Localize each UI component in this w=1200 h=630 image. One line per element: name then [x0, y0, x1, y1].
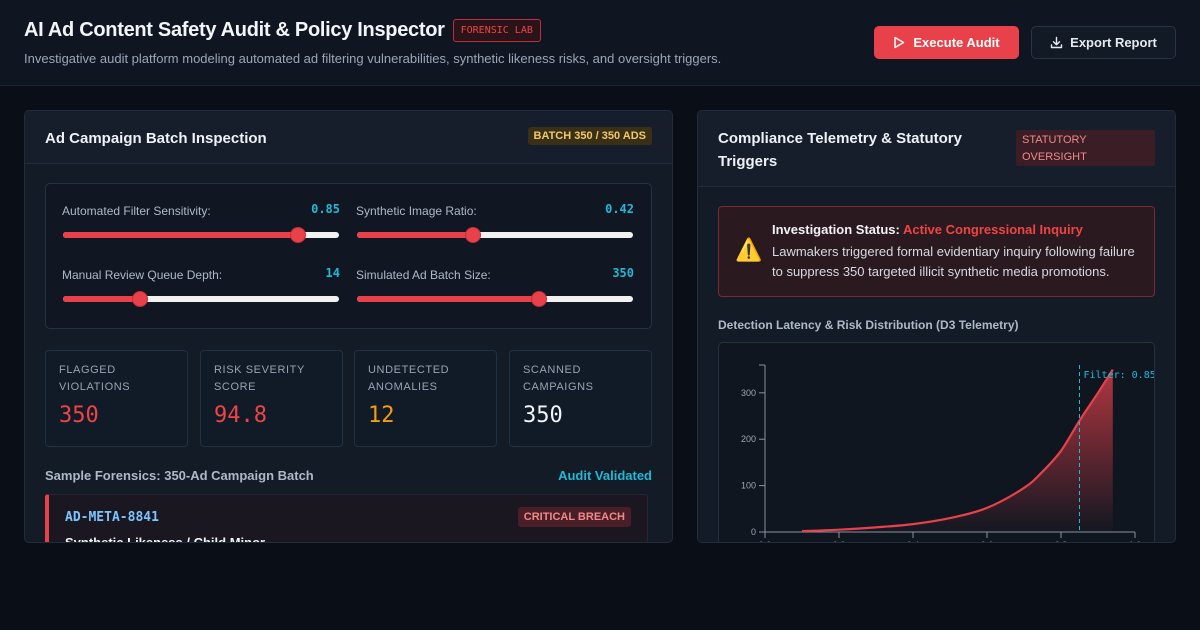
filter-sensitivity-slider[interactable]	[63, 227, 339, 243]
control-value: 0.42	[605, 202, 634, 216]
slider-thumb[interactable]	[464, 227, 481, 243]
control-label: Simulated Ad Batch Size:	[356, 268, 491, 282]
severity-badge: CRITICAL BREACH	[517, 507, 631, 527]
stat-card-scanned: SCANNED CAMPAIGNS 350	[509, 350, 652, 447]
chart-title: Detection Latency & Risk Distribution (D…	[718, 318, 1019, 332]
synthetic-ratio-control: Synthetic Image Ratio: 0.42	[356, 198, 634, 246]
investigation-alert: ⚠️ Investigation Status: Active Congress…	[718, 206, 1155, 297]
y-tick-label: 0	[751, 527, 756, 537]
y-tick-label: 200	[741, 434, 756, 444]
stat-value: 350	[523, 403, 563, 428]
slider-fill	[63, 232, 298, 238]
slider-thumb[interactable]	[531, 291, 548, 307]
export-report-label: Export Report	[1070, 35, 1157, 50]
batch-size-slider[interactable]	[357, 291, 633, 307]
review-queue-control: Manual Review Queue Depth: 14	[62, 262, 340, 310]
download-icon	[1050, 36, 1063, 49]
control-value: 0.85	[311, 202, 340, 216]
x-tick-label: 0.2	[833, 540, 846, 543]
app-header: AI Ad Content Safety Audit & Policy Insp…	[0, 0, 1200, 86]
ad-violation-title: Synthetic Likeness / Child Minor	[65, 535, 266, 543]
app-title: AI Ad Content Safety Audit & Policy Insp…	[24, 19, 445, 41]
stat-value: 94.8	[214, 403, 267, 428]
control-value: 14	[325, 266, 340, 280]
app-subtitle: Investigative audit platform modeling au…	[24, 51, 722, 66]
execute-audit-label: Execute Audit	[913, 35, 1000, 50]
stat-value: 350	[59, 403, 99, 428]
panel-header: Compliance Telemetry & Statutory Triggers…	[698, 111, 1175, 187]
series-area	[802, 369, 1113, 532]
control-label: Synthetic Image Ratio:	[356, 204, 477, 218]
slider-fill	[63, 296, 141, 302]
series-line	[801, 369, 1114, 533]
panel-header: Ad Campaign Batch Inspection BATCH 350 /…	[25, 111, 672, 164]
control-value: 350	[612, 266, 634, 280]
control-label: Manual Review Queue Depth:	[62, 268, 223, 282]
x-tick-label: 0.6	[981, 540, 994, 543]
control-group: Automated Filter Sensitivity: 0.85 Synth…	[45, 183, 652, 329]
control-label: Automated Filter Sensitivity:	[62, 204, 211, 218]
panel-title: Compliance Telemetry & Statutory Triggers	[718, 130, 962, 170]
threshold-label: Filter: 0.85	[1084, 370, 1156, 381]
play-icon	[894, 36, 905, 49]
slider-fill	[357, 296, 540, 302]
synthetic-ratio-slider[interactable]	[357, 227, 633, 243]
compliance-telemetry-panel: Compliance Telemetry & Statutory Triggers…	[697, 110, 1176, 543]
warning-icon: ⚠️	[735, 237, 763, 262]
sample-forensics-title: Sample Forensics: 350-Ad Campaign Batch	[45, 468, 314, 483]
forensic-lab-badge: FORENSIC LAB	[452, 19, 541, 42]
audit-status-link[interactable]: Audit Validated	[558, 468, 652, 483]
slider-thumb[interactable]	[132, 291, 149, 307]
title-row: AI Ad Content Safety Audit & Policy Insp…	[24, 19, 541, 42]
batch-badge: BATCH 350 / 350 ADS	[527, 127, 652, 145]
export-report-button[interactable]: Export Report	[1031, 26, 1176, 59]
stat-label: RISK SEVERITY SCORE	[214, 364, 305, 393]
x-tick-label: 0.8	[1055, 540, 1068, 543]
slider-fill	[357, 232, 473, 238]
panel-title: Ad Campaign Batch Inspection	[45, 130, 267, 147]
batch-inspection-panel: Ad Campaign Batch Inspection BATCH 350 /…	[24, 110, 673, 543]
x-tick-label: 1.0	[1129, 540, 1142, 543]
y-tick-label: 100	[741, 481, 756, 491]
statutory-oversight-badge: STATUTORY OVERSIGHT	[1016, 130, 1155, 166]
stat-label: FLAGGED VIOLATIONS	[59, 364, 131, 393]
ad-id: AD-META-8841	[65, 510, 159, 525]
filter-sensitivity-control: Automated Filter Sensitivity: 0.85	[62, 198, 340, 246]
alert-body: Lawmakers triggered formal evidentiary i…	[772, 244, 1135, 279]
y-tick-label: 300	[741, 388, 756, 398]
stat-value: 12	[368, 403, 395, 428]
stat-card-undetected: UNDETECTED ANOMALIES 12	[354, 350, 497, 447]
stat-label: SCANNED CAMPAIGNS	[523, 364, 594, 393]
stat-card-risk: RISK SEVERITY SCORE 94.8	[200, 350, 343, 447]
slider-thumb[interactable]	[289, 227, 306, 243]
ad-list-item[interactable]: AD-META-8841 CRITICAL BREACH Synthetic L…	[45, 494, 648, 543]
x-tick-label: 0.4	[907, 540, 920, 543]
risk-distribution-chart: 0 100 200 300 0.0 0.2 0.4 0.6 0.8 1.0 Filter: 0.85	[718, 342, 1156, 543]
execute-audit-button[interactable]: Execute Audit	[874, 26, 1019, 59]
x-tick-label: 0.0	[759, 540, 772, 543]
alert-heading: Investigation Status: Active Congression…	[772, 222, 1083, 237]
stat-label: UNDETECTED ANOMALIES	[368, 364, 450, 393]
review-queue-slider[interactable]	[63, 291, 339, 307]
chart-svg: 0 100 200 300 0.0 0.2 0.4 0.6 0.8 1.0 Filter: 0.85	[741, 364, 1156, 543]
batch-size-control: Simulated Ad Batch Size: 350	[356, 262, 634, 310]
stat-card-flagged: FLAGGED VIOLATIONS 350	[45, 350, 188, 447]
